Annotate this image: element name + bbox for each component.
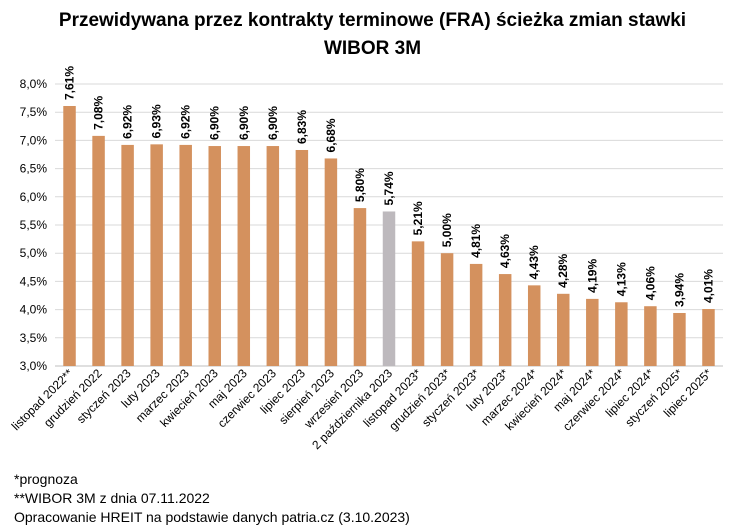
bar xyxy=(527,285,541,366)
bar-value-label: 5,00% xyxy=(440,213,454,247)
bar-value-label: 6,90% xyxy=(237,106,251,140)
footnote-forecast: *prognoza xyxy=(14,471,78,487)
y-tick-label: 7,0% xyxy=(20,133,48,147)
bar-value-label: 4,81% xyxy=(469,224,483,258)
bar xyxy=(673,312,686,366)
y-tick-label: 5,5% xyxy=(20,218,48,232)
bar xyxy=(440,253,454,366)
y-tick-label: 6,5% xyxy=(20,162,48,176)
bar-value-label: 6,93% xyxy=(150,104,164,138)
bar xyxy=(208,146,221,366)
bar xyxy=(702,309,715,366)
bar-value-label: 5,21% xyxy=(411,201,425,235)
bar xyxy=(382,211,396,366)
y-tick-label: 3,5% xyxy=(20,331,48,345)
bar xyxy=(586,298,599,366)
bar xyxy=(411,241,425,366)
chart-title-line-1: Przewidywana przez kontrakty terminowe (… xyxy=(58,10,687,31)
bar xyxy=(498,274,512,366)
y-tick-label: 8,0% xyxy=(20,77,48,91)
bar xyxy=(557,293,570,366)
bar xyxy=(469,263,483,366)
bar-value-label: 7,08% xyxy=(92,96,106,130)
bar-value-label: 4,13% xyxy=(614,262,628,296)
bar xyxy=(644,306,657,366)
bar-value-label: 4,06% xyxy=(643,266,657,300)
y-tick-label: 6,0% xyxy=(20,190,48,204)
bar xyxy=(150,144,163,366)
y-tick-label: 4,5% xyxy=(20,274,48,288)
bar-value-label: 4,63% xyxy=(498,234,512,268)
bar xyxy=(179,144,192,366)
bar xyxy=(266,146,280,366)
bar-value-label: 7,61% xyxy=(63,66,77,100)
bar-value-label: 4,43% xyxy=(527,245,541,279)
footnote-source: Opracowanie HREIT na podstawie danych pa… xyxy=(14,509,410,525)
bar-value-label: 6,92% xyxy=(121,105,135,139)
bar xyxy=(63,105,76,366)
bar-value-label: 3,94% xyxy=(672,273,686,307)
bar-value-label: 5,74% xyxy=(382,171,396,205)
chart-title-line-2: WIBOR 3M xyxy=(323,38,422,59)
bar xyxy=(237,146,251,366)
y-tick-label: 4,0% xyxy=(20,303,48,317)
bar-value-label: 4,01% xyxy=(701,269,715,303)
y-tick-label: 7,5% xyxy=(20,105,48,119)
bar-value-label: 6,83% xyxy=(295,110,309,144)
bar xyxy=(295,149,309,366)
bar-value-label: 5,80% xyxy=(353,168,367,202)
bar xyxy=(92,135,105,366)
bar xyxy=(324,158,338,366)
y-tick-label: 5,0% xyxy=(20,246,48,260)
bar-value-label: 4,28% xyxy=(556,253,570,287)
bar-value-label: 6,90% xyxy=(208,106,222,140)
bar xyxy=(615,302,628,366)
bar-value-label: 6,68% xyxy=(324,118,338,152)
footnote-wibor: **WIBOR 3M z dnia 07.11.2022 xyxy=(14,490,210,506)
y-tick-label: 3,0% xyxy=(20,359,48,373)
bar xyxy=(121,144,134,366)
bar-value-label: 6,92% xyxy=(179,105,193,139)
bar-value-label: 4,19% xyxy=(585,259,599,293)
bar xyxy=(353,208,367,366)
bar-value-label: 6,90% xyxy=(266,106,280,140)
